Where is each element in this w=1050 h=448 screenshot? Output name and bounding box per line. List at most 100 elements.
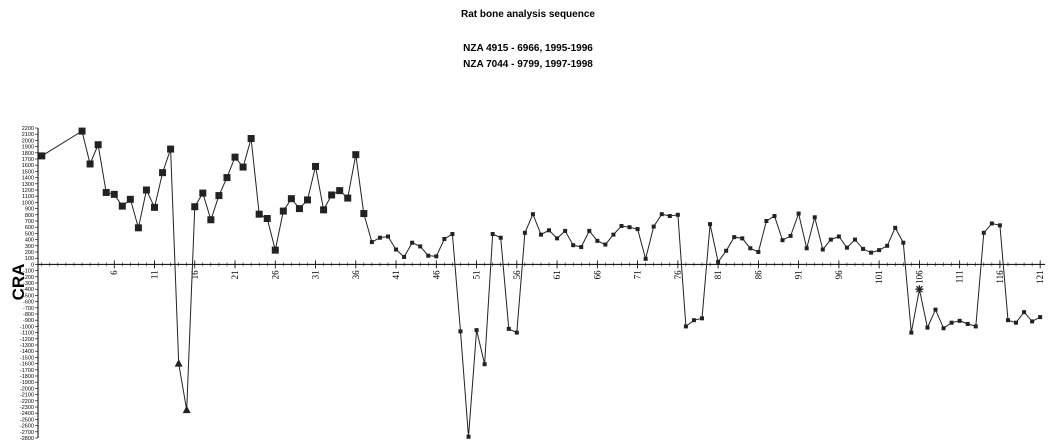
x-tick-label: 106	[914, 270, 924, 284]
y-tick-label: 1900	[22, 145, 34, 151]
point	[724, 248, 729, 253]
y-tick-label: -2100	[20, 393, 34, 399]
point	[989, 221, 994, 226]
y-tick-label: 1800	[22, 151, 34, 157]
point	[530, 212, 535, 217]
point	[94, 141, 102, 149]
y-tick-label: -2700	[20, 430, 34, 436]
y-tick-label: 400	[25, 238, 34, 244]
point	[651, 224, 656, 229]
x-tick-label: 56	[512, 270, 522, 280]
point	[279, 207, 287, 215]
point	[352, 151, 360, 159]
x-tick-label: 101	[874, 270, 884, 284]
point	[207, 216, 215, 224]
point	[700, 316, 705, 321]
y-tick-label: 1000	[22, 200, 34, 206]
point	[199, 189, 207, 197]
point	[708, 222, 713, 227]
point	[915, 285, 924, 294]
y-tick-label: 100	[25, 256, 34, 262]
point	[118, 202, 126, 210]
point	[498, 235, 503, 240]
point	[271, 246, 279, 254]
chart-subtitle: NZA 4915 - 6966, 1995-1996	[463, 43, 593, 54]
point	[385, 234, 390, 239]
point	[394, 247, 399, 252]
point	[683, 324, 688, 329]
y-tick-label: 1500	[22, 169, 34, 175]
x-tick-label: 61	[552, 270, 562, 279]
x-tick-label: 31	[311, 270, 321, 279]
point	[547, 228, 552, 233]
point	[627, 225, 632, 230]
x-tick-label: 91	[794, 270, 804, 279]
point	[619, 223, 624, 228]
point	[38, 152, 46, 160]
x-tick-label: 76	[673, 270, 683, 280]
point	[555, 236, 560, 241]
y-tick-label: -2000	[20, 386, 34, 392]
point	[691, 318, 696, 323]
point	[571, 243, 576, 248]
point	[877, 248, 882, 253]
point	[716, 259, 721, 264]
y-axis-label: CRA	[9, 264, 28, 301]
point	[377, 235, 382, 240]
y-tick-label: -1300	[20, 343, 34, 349]
y-tick-label: 900	[25, 207, 34, 213]
point	[1030, 319, 1035, 324]
point	[869, 250, 874, 255]
y-tick-label: 1300	[22, 182, 34, 188]
point	[320, 206, 328, 214]
point	[126, 195, 134, 203]
point	[901, 240, 906, 245]
point	[450, 232, 455, 237]
chart-title: Rat bone analysis sequence	[461, 9, 595, 20]
point	[675, 212, 680, 217]
point	[997, 223, 1002, 228]
point	[442, 236, 447, 241]
point	[635, 227, 640, 232]
point	[263, 215, 271, 223]
point	[336, 187, 344, 195]
x-tick-label: 96	[834, 270, 844, 280]
point	[360, 210, 368, 218]
point	[965, 321, 970, 326]
y-tick-label: 1100	[22, 194, 34, 200]
point	[1022, 310, 1027, 315]
point	[579, 245, 584, 250]
point	[255, 210, 263, 218]
point	[587, 228, 592, 233]
x-tick-label: 66	[592, 270, 602, 280]
y-tick-label: -1200	[20, 337, 34, 343]
point	[86, 160, 94, 168]
point	[925, 325, 930, 330]
point	[885, 243, 890, 248]
point	[643, 256, 648, 261]
point	[142, 186, 150, 194]
y-tick-label: 600	[25, 225, 34, 231]
y-tick-label: 500	[25, 231, 34, 237]
point	[239, 163, 247, 171]
y-tick-label: -800	[23, 312, 34, 318]
point	[893, 225, 898, 230]
y-tick-label: 1400	[22, 176, 34, 182]
point	[844, 245, 849, 250]
point	[740, 236, 745, 241]
x-tick-label: 71	[633, 270, 643, 279]
point	[933, 307, 938, 312]
point	[78, 127, 86, 135]
point	[659, 212, 664, 217]
point	[134, 224, 142, 232]
point	[667, 214, 672, 219]
y-tick-label: 2100	[22, 132, 34, 138]
x-tick-label: 86	[753, 270, 763, 280]
x-tick-label: 16	[190, 270, 200, 280]
point	[764, 219, 769, 223]
x-tick-label: 6	[109, 270, 119, 275]
point	[287, 195, 295, 203]
x-tick-label: 51	[472, 270, 482, 279]
y-tick-label: -700	[23, 306, 34, 312]
